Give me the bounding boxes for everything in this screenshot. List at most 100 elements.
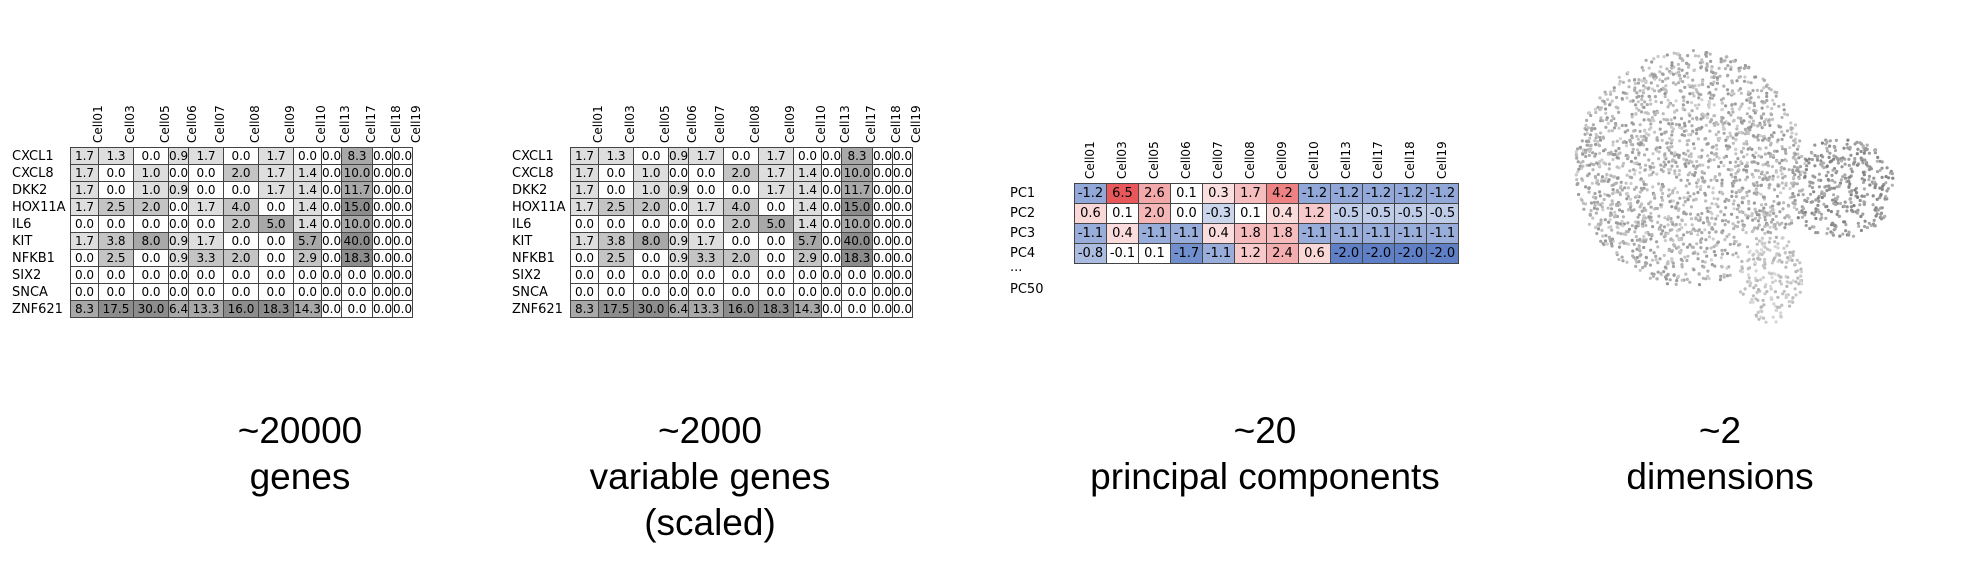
umap-point xyxy=(1734,194,1738,199)
umap-point xyxy=(1733,224,1737,228)
matrix-cell: 5.0 xyxy=(758,215,794,233)
umap-point xyxy=(1769,220,1773,224)
umap-point xyxy=(1867,178,1871,182)
matrix-cell: 8.3 xyxy=(570,300,599,318)
umap-point xyxy=(1700,154,1704,158)
umap-point xyxy=(1632,129,1636,133)
umap-point xyxy=(1759,305,1763,309)
umap-point xyxy=(1712,245,1716,249)
umap-point xyxy=(1596,200,1600,204)
umap-point xyxy=(1577,167,1581,171)
umap-point xyxy=(1744,168,1749,172)
umap-point xyxy=(1751,182,1755,186)
umap-point xyxy=(1733,164,1737,169)
umap-point xyxy=(1709,70,1714,74)
pca-cell: -2.0 xyxy=(1394,243,1427,264)
umap-point xyxy=(1692,251,1696,255)
caption-variable-label: variable genes xyxy=(589,456,831,497)
umap-point xyxy=(1691,164,1696,168)
umap-point xyxy=(1690,124,1694,128)
umap-point xyxy=(1780,158,1784,163)
umap-point xyxy=(1804,223,1808,228)
umap-point xyxy=(1752,257,1756,261)
umap-point xyxy=(1689,155,1693,159)
umap-point xyxy=(1666,217,1670,222)
matrix-cell: 8.3 xyxy=(70,300,99,318)
umap-point xyxy=(1692,192,1696,196)
umap-point xyxy=(1756,256,1760,260)
umap-point xyxy=(1756,310,1760,314)
pca-cell: 0.4 xyxy=(1106,223,1139,244)
umap-point xyxy=(1865,161,1869,165)
umap-point xyxy=(1705,68,1709,72)
umap-point xyxy=(1697,126,1701,130)
umap-point xyxy=(1720,219,1725,223)
umap-point xyxy=(1664,88,1668,92)
column-label: Cell03 xyxy=(1115,141,1129,179)
umap-point xyxy=(1791,192,1795,196)
umap-point xyxy=(1587,163,1591,167)
umap-point xyxy=(1674,282,1678,286)
umap-point xyxy=(1735,215,1739,219)
gene-label: CXCL8 xyxy=(512,166,554,181)
umap-point xyxy=(1597,182,1601,186)
umap-point xyxy=(1679,257,1683,261)
matrix-cell: 0.0 xyxy=(341,283,373,301)
umap-point xyxy=(1845,205,1849,209)
umap-point xyxy=(1834,202,1838,207)
umap-point xyxy=(1798,139,1802,143)
umap-point xyxy=(1793,263,1797,267)
umap-point xyxy=(1686,198,1690,202)
umap-point xyxy=(1606,97,1610,102)
umap-point xyxy=(1682,157,1686,161)
umap-point xyxy=(1844,223,1848,227)
umap-point xyxy=(1736,203,1740,207)
umap-point xyxy=(1704,137,1708,141)
umap-point xyxy=(1654,99,1658,104)
umap-point xyxy=(1580,198,1584,202)
umap-point xyxy=(1616,106,1620,110)
umap-point xyxy=(1697,103,1701,107)
umap-point xyxy=(1598,194,1602,198)
umap-point xyxy=(1669,151,1673,155)
matrix-cell: 0.0 xyxy=(321,215,342,233)
umap-point xyxy=(1607,162,1611,166)
umap-point xyxy=(1799,270,1804,274)
umap-point xyxy=(1578,164,1582,168)
umap-point xyxy=(1608,103,1612,107)
umap-point xyxy=(1632,208,1636,212)
umap-point xyxy=(1761,100,1765,104)
umap-point xyxy=(1740,265,1744,269)
matrix-cell: 0.0 xyxy=(392,198,413,216)
pca-cell: 1.8 xyxy=(1234,223,1267,244)
matrix-cell: 3.3 xyxy=(188,249,224,267)
umap-point xyxy=(1670,159,1674,163)
umap-point xyxy=(1838,234,1842,238)
umap-point xyxy=(1649,205,1653,209)
matrix-cell: 0.0 xyxy=(841,283,873,301)
umap-point xyxy=(1762,195,1766,199)
umap-point xyxy=(1787,300,1791,304)
umap-point xyxy=(1798,173,1802,177)
umap-point xyxy=(1763,173,1767,177)
column-label: Cell17 xyxy=(363,105,378,143)
umap-point xyxy=(1779,311,1783,315)
umap-point xyxy=(1834,171,1838,175)
umap-point xyxy=(1617,110,1621,114)
umap-point xyxy=(1742,119,1746,123)
gene-label: SIX2 xyxy=(512,268,542,283)
umap-point xyxy=(1787,204,1791,208)
pca-cell: -0.5 xyxy=(1330,203,1363,224)
umap-point xyxy=(1803,161,1807,166)
umap-point xyxy=(1633,156,1638,160)
umap-point xyxy=(1797,210,1801,215)
umap-point xyxy=(1812,190,1816,194)
column-label: Cell19 xyxy=(409,105,423,143)
umap-point xyxy=(1601,208,1605,212)
matrix-cell: 0.0 xyxy=(668,198,689,216)
umap-point xyxy=(1644,79,1648,84)
gene-label: HOX11A xyxy=(512,200,566,215)
umap-point xyxy=(1704,238,1708,242)
umap-point xyxy=(1820,192,1824,196)
umap-point xyxy=(1587,222,1591,226)
